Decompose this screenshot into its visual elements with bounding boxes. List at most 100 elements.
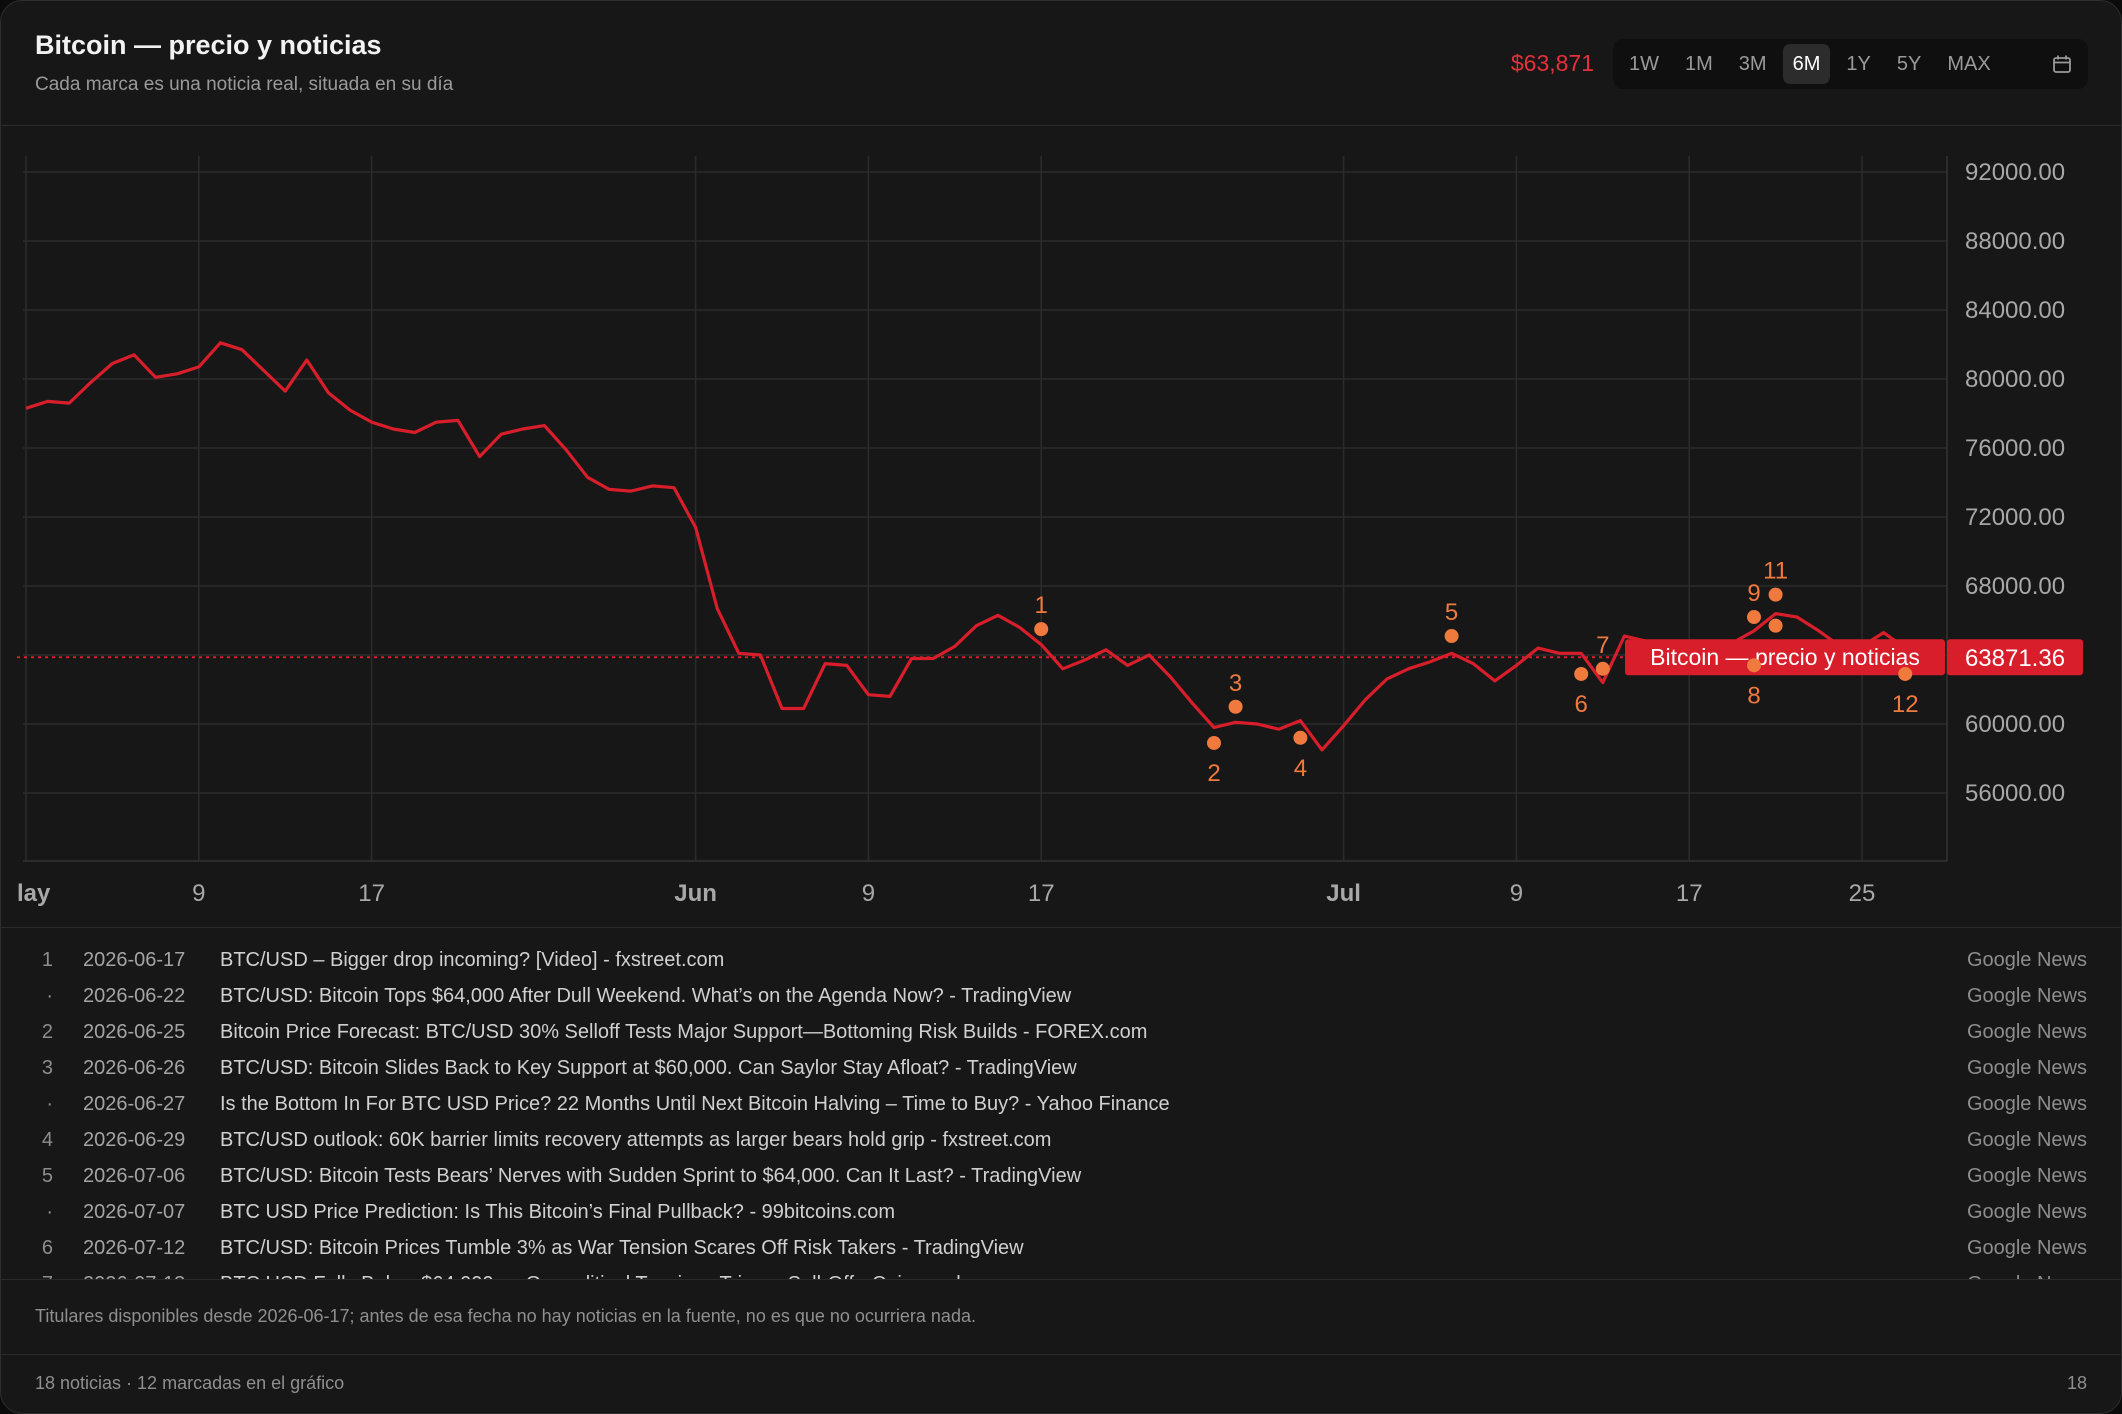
x-tick-label: 9 [862, 880, 875, 907]
news-source: Google News [1966, 1237, 2087, 1259]
news-marker-label: 1 [1035, 592, 1048, 619]
page-subtitle: Cada marca es una noticia real, situada … [35, 74, 454, 95]
y-tick-label: 76000.00 [1965, 435, 2065, 462]
price-chart[interactable]: 92000.00 88000.00 84000.00 80000.00 76000.00… [1, 126, 2121, 926]
news-row[interactable]: · 2026-07-07 BTC USD Price Prediction: Is … [1, 1192, 2121, 1228]
news-marker[interactable] [1595, 661, 1610, 676]
range-1y-button[interactable]: 1Y [1846, 52, 1871, 75]
news-marker[interactable] [1747, 610, 1761, 625]
news-index: 4 [41, 1129, 53, 1151]
news-marker[interactable] [1898, 666, 1913, 681]
x-tick-label: 9 [1510, 880, 1523, 907]
x-tick-label: 17 [358, 880, 385, 907]
news-title: BTC USD Falls Below $64,000 as Geopoliti… [220, 1273, 984, 1280]
news-note: Titulares disponibles desde 2026-06-17; … [1, 1279, 2121, 1355]
news-marker[interactable] [1768, 587, 1783, 602]
news-source: Google News [1967, 1273, 2087, 1280]
x-tick-label: 9 [192, 880, 205, 907]
range-1m-button[interactable]: 1M [1685, 52, 1713, 75]
news-title: BTC/USD: Bitcoin Prices Tumble 3% as War… [220, 1237, 1024, 1259]
news-date: 2026-06-29 [83, 1129, 186, 1151]
news-date: 2026-06-25 [83, 1021, 186, 1043]
news-title: BTC/USD: Bitcoin Tops $64,000 After Dull… [220, 985, 1072, 1007]
news-title: Bitcoin Price Forecast: BTC/USD 30% Sell… [220, 1021, 1148, 1043]
news-source: Google News [1966, 1165, 2087, 1187]
price-line[interactable] [25, 341, 1907, 752]
news-source: Google News [1966, 949, 2087, 971]
x-tick-label: Jul [1326, 880, 1361, 907]
news-row[interactable]: 7 2026-07-13 BTC USD Falls Below $64,000 a… [1, 1264, 2121, 1280]
news-date: 2026-07-13 [83, 1273, 185, 1280]
news-source: Google News [1966, 1201, 2087, 1223]
news-marker[interactable] [1228, 699, 1243, 714]
y-tick-label: 88000.00 [1965, 228, 2065, 255]
range-5y-button[interactable]: 5Y [1896, 52, 1922, 75]
news-title: BTC/USD outlook: 60K barrier limits reco… [220, 1129, 1052, 1151]
news-marker[interactable] [1207, 735, 1221, 750]
news-marker-label: 9 [1747, 580, 1760, 607]
footer-count: 18 [2066, 1373, 2087, 1393]
news-title: Is the Bottom In For BTC USD Price? 22 M… [220, 1093, 1170, 1115]
news-row[interactable]: 1 2026-06-17 BTC/USD – Bigger drop incomin… [1, 940, 2121, 976]
calendar-icon [2053, 55, 2071, 73]
news-marker[interactable] [1034, 622, 1049, 637]
news-title: BTC/USD – Bigger drop incoming? [Video] … [220, 949, 725, 971]
news-index: 1 [41, 949, 53, 971]
range-1w-button[interactable]: 1W [1629, 52, 1659, 75]
current-price: $63,871 [1510, 50, 1594, 76]
y-tick-label: 56000.00 [1965, 780, 2065, 807]
news-date: 2026-06-17 [83, 949, 186, 971]
news-source: Google News [1966, 1129, 2087, 1151]
news-marker[interactable] [1293, 730, 1308, 745]
x-tick-label: 17 [1028, 880, 1055, 907]
range-3m-button[interactable]: 3M [1738, 52, 1767, 75]
news-date: 2026-06-27 [83, 1093, 186, 1115]
range-selector: 1W 1M 3M 6M 1Y 5Y MAX [1613, 39, 2088, 89]
news-index: 5 [41, 1165, 53, 1187]
news-marker-label: 3 [1229, 670, 1242, 697]
x-tick-label: Jun [674, 880, 717, 907]
news-marker[interactable] [1444, 629, 1459, 644]
news-index: 7 [42, 1273, 53, 1280]
news-row[interactable]: · 2026-06-27 Is the Bottom In For BTC USD … [1, 1084, 2121, 1120]
price-chart-svg[interactable]: 92000.00 88000.00 84000.00 80000.00 76000.00… [1, 126, 2121, 926]
news-index: 3 [41, 1057, 53, 1079]
y-tick-label: 92000.00 [1965, 159, 2065, 186]
news-list[interactable]: 1 2026-06-17 BTC/USD – Bigger drop incomin… [1, 927, 2121, 1280]
news-source: Google News [1966, 1021, 2087, 1043]
series-name-badge [1625, 639, 1945, 676]
news-source: Google News [1966, 1057, 2087, 1079]
news-row[interactable]: 2 2026-06-25 Bitcoin Price Forecast: BTC/U… [1, 1012, 2121, 1048]
news-row[interactable]: 5 2026-07-06 BTC/USD: Bitcoin Tests Bears’… [1, 1156, 2121, 1192]
news-marker-label: 8 [1747, 682, 1760, 709]
news-note-text: Titulares disponibles desde 2026-06-17; … [35, 1306, 976, 1326]
series-name-label: Bitcoin — precio y noticias [1650, 644, 1920, 670]
news-row[interactable]: 4 2026-06-29 BTC/USD outlook: 60K barrier … [1, 1120, 2121, 1156]
y-tick-label: 84000.00 [1965, 297, 2065, 324]
y-tick-label: 80000.00 [1965, 366, 2065, 393]
calendar-button[interactable] [2042, 44, 2082, 84]
range-max-button[interactable]: MAX [1947, 52, 1991, 75]
footer-summary: 18 noticias · 12 marcadas en el gráfico [35, 1373, 345, 1393]
news-date: 2026-06-22 [83, 985, 186, 1007]
card-header: Bitcoin — precio y noticias Cada marca e… [1, 1, 2121, 126]
x-tick-label: 17 [1676, 880, 1703, 907]
news-row[interactable]: 6 2026-07-12 BTC/USD: Bitcoin Prices Tumbl… [1, 1228, 2121, 1264]
news-row[interactable]: · 2026-06-22 BTC/USD: Bitcoin Tops $64,000… [1, 976, 2121, 1012]
news-marker-label: 6 [1575, 691, 1588, 718]
news-index: 6 [41, 1237, 53, 1259]
page-title: Bitcoin — precio y noticias [35, 30, 382, 60]
range-6m-button[interactable]: 6M [1782, 44, 1831, 84]
news-marker-label: 11 [1763, 558, 1788, 585]
x-tick-label: 25 [1849, 880, 1876, 907]
news-marker[interactable] [1747, 658, 1761, 673]
news-date: 2026-07-12 [83, 1237, 186, 1259]
news-source: Google News [1966, 985, 2087, 1007]
news-index: 2 [41, 1021, 53, 1043]
news-marker[interactable] [1768, 618, 1783, 633]
news-marker-label: 7 [1596, 632, 1609, 659]
news-date: 2026-07-06 [83, 1165, 186, 1187]
news-marker[interactable] [1574, 666, 1589, 681]
news-row[interactable]: 3 2026-06-26 BTC/USD: Bitcoin Slides Back … [1, 1048, 2121, 1084]
